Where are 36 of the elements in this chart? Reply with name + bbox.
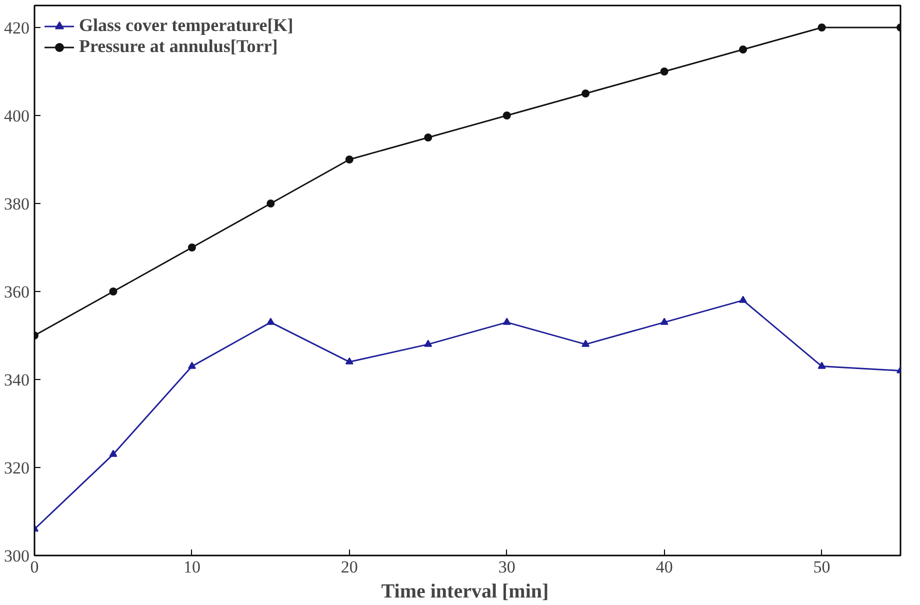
point	[660, 318, 668, 325]
x-tick-label: 20	[340, 558, 358, 576]
point	[109, 288, 118, 296]
x-axis-title: Time interval [min]	[381, 580, 549, 602]
point	[660, 68, 668, 76]
point	[818, 362, 826, 369]
point	[345, 357, 354, 364]
x-tick-label: 10	[183, 558, 200, 576]
point	[739, 46, 748, 54]
x-tick-label: 30	[498, 558, 516, 576]
legend-label: Glass cover temperature[K]	[79, 15, 294, 36]
point	[502, 112, 511, 120]
y-tick-label: 320	[4, 458, 30, 478]
point	[739, 296, 748, 303]
point	[424, 340, 432, 347]
y-tick-label: 380	[4, 194, 30, 214]
point	[266, 318, 275, 325]
point	[582, 340, 590, 347]
point	[188, 362, 196, 369]
x-tick-label: 50	[813, 558, 830, 576]
y-tick-label: 360	[4, 282, 30, 302]
y-tick-label: 420	[4, 18, 30, 38]
point	[818, 24, 826, 32]
y-tick-label: 300	[4, 546, 30, 566]
point	[582, 90, 590, 98]
y-tick-label: 400	[4, 106, 30, 126]
point	[345, 156, 354, 164]
legend-label: Pressure at annulus[Torr]	[79, 36, 278, 57]
point	[424, 134, 432, 142]
point	[266, 200, 275, 208]
point	[109, 450, 118, 457]
point	[188, 244, 196, 252]
x-tick-label: 40	[656, 558, 673, 576]
x-tick-label: 0	[30, 558, 39, 576]
point	[502, 318, 511, 325]
y-tick-label: 340	[4, 370, 30, 390]
